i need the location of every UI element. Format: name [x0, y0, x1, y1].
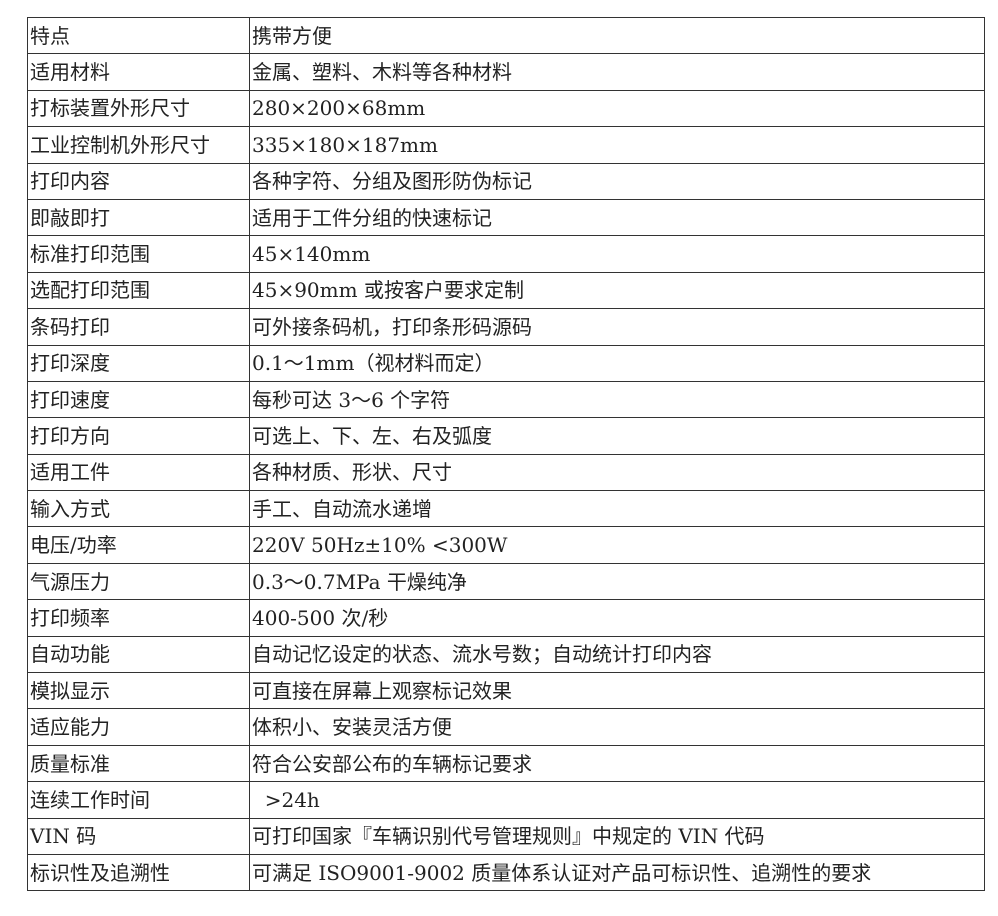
table-row: 打印内容 各种字符、分组及图形防伪标记 [27, 162, 985, 200]
spec-label: 选配打印范围 [27, 271, 250, 310]
spec-table-body: 特点 携带方便 适用材料 金属、塑料、木料等各种材料 打标装置外形尺寸 280×200×6… [27, 16, 985, 892]
spec-value: 符合公安部公布的车辆标记要求 [249, 744, 985, 783]
spec-label: VIN 码 [27, 817, 250, 855]
spec-label: 适应能力 [27, 708, 250, 746]
spec-label: 自动功能 [27, 635, 250, 674]
table-row: 打标装置外形尺寸 280×200×68mm [27, 89, 985, 128]
table-row: 连续工作时间 >24h [27, 781, 985, 819]
table-row: 模拟显示 可直接在屏幕上观察标记效果 [27, 672, 985, 710]
spec-label: 特点 [27, 16, 250, 55]
spec-label: 标准打印范围 [27, 235, 250, 273]
table-row: 标识性及追溯性 可满足 ISO9001-9002 质量体系认证对产品可标识性、追溯… [27, 853, 985, 892]
table-row: 打印深度 0.1～1mm（视材料而定） [27, 344, 985, 382]
spec-label: 适用工件 [27, 453, 250, 492]
spec-label: 模拟显示 [27, 672, 250, 710]
table-row: 选配打印范围 45×90mm 或按客户要求定制 [27, 271, 985, 310]
table-row: 适用材料 金属、塑料、木料等各种材料 [27, 53, 985, 91]
spec-value: 可满足 ISO9001-9002 质量体系认证对产品可标识性、追溯性的要求 [249, 853, 985, 892]
spec-label: 连续工作时间 [27, 781, 250, 819]
spec-label: 打标装置外形尺寸 [27, 89, 250, 128]
spec-label: 质量标准 [27, 744, 250, 783]
spec-label: 条码打印 [27, 308, 250, 346]
table-row: 条码打印 可外接条码机，打印条形码源码 [27, 308, 985, 346]
spec-value: 可打印国家『车辆识别代号管理规则』中规定的 VIN 代码 [249, 817, 985, 855]
spec-label: 打印速度 [27, 380, 250, 419]
table-row: VIN 码可打印国家『车辆识别代号管理规则』中规定的 VIN 代码 [27, 817, 985, 855]
spec-label: 打印方向 [27, 417, 250, 455]
table-row: 输入方式 手工、自动流水递增 [27, 490, 985, 528]
spec-value: 45×140mm [249, 235, 985, 273]
spec-label: 打印内容 [27, 162, 250, 200]
table-row: 特点 携带方便 [27, 16, 985, 55]
spec-value: 自动记忆设定的状态、流水号数；自动统计打印内容 [249, 635, 985, 674]
spec-label: 工业控制机外形尺寸 [27, 126, 250, 164]
table-row: 质量标准 符合公安部公布的车辆标记要求 [27, 744, 985, 783]
spec-value: 各种材质、形状、尺寸 [249, 453, 985, 492]
spec-value: 0.3～0.7MPa 干燥纯净 [249, 562, 985, 601]
spec-value: 400-500 次/秒 [249, 599, 985, 637]
spec-value: 各种字符、分组及图形防伪标记 [249, 162, 985, 200]
spec-value: 每秒可达 3～6 个字符 [249, 380, 985, 419]
spec-value: 220V 50Hz±10% <300W [249, 526, 985, 564]
spec-label: 电压/功率 [27, 526, 250, 564]
spec-value: 可选上、下、左、右及弧度 [249, 417, 985, 455]
spec-label: 打印频率 [27, 599, 250, 637]
spec-value: 可外接条码机，打印条形码源码 [249, 308, 985, 346]
spec-value: 45×90mm 或按客户要求定制 [249, 271, 985, 310]
table-row: 打印速度 每秒可达 3～6 个字符 [27, 380, 985, 419]
spec-value: >24h [249, 781, 985, 819]
table-row: 工业控制机外形尺寸 335×180×187mm [27, 126, 985, 164]
spec-value: 可直接在屏幕上观察标记效果 [249, 672, 985, 710]
table-row: 即敲即打 适用于工件分组的快速标记 [27, 198, 985, 237]
spec-value: 携带方便 [249, 16, 985, 55]
spec-label: 输入方式 [27, 490, 250, 528]
spec-value: 手工、自动流水递增 [249, 490, 985, 528]
table-row: 气源压力 0.3～0.7MPa 干燥纯净 [27, 562, 985, 601]
spec-value: 335×180×187mm [249, 126, 985, 164]
table-row: 标准打印范围 45×140mm [27, 235, 985, 273]
spec-value: 280×200×68mm [249, 89, 985, 128]
table-row: 自动功能 自动记忆设定的状态、流水号数；自动统计打印内容 [27, 635, 985, 674]
spec-value: 0.1～1mm（视材料而定） [249, 344, 985, 382]
spec-label: 气源压力 [27, 562, 250, 601]
spec-label: 即敲即打 [27, 198, 250, 237]
table-row: 适用工件 各种材质、形状、尺寸 [27, 453, 985, 492]
spec-value: 适用于工件分组的快速标记 [249, 198, 985, 237]
spec-label: 打印深度 [27, 344, 250, 382]
table-row: 适应能力 体积小、安装灵活方便 [27, 708, 985, 746]
spec-value: 体积小、安装灵活方便 [249, 708, 985, 746]
spec-label: 标识性及追溯性 [27, 853, 250, 892]
table-row: 打印方向 可选上、下、左、右及弧度 [27, 417, 985, 455]
table-row: 电压/功率 220V 50Hz±10% <300W [27, 526, 985, 564]
spec-value: 金属、塑料、木料等各种材料 [249, 53, 985, 91]
table-row: 打印频率 400-500 次/秒 [27, 599, 985, 637]
spec-table: 特点 携带方便 适用材料 金属、塑料、木料等各种材料 打标装置外形尺寸 280×200×6… [27, 16, 985, 892]
spec-label: 适用材料 [27, 53, 250, 91]
